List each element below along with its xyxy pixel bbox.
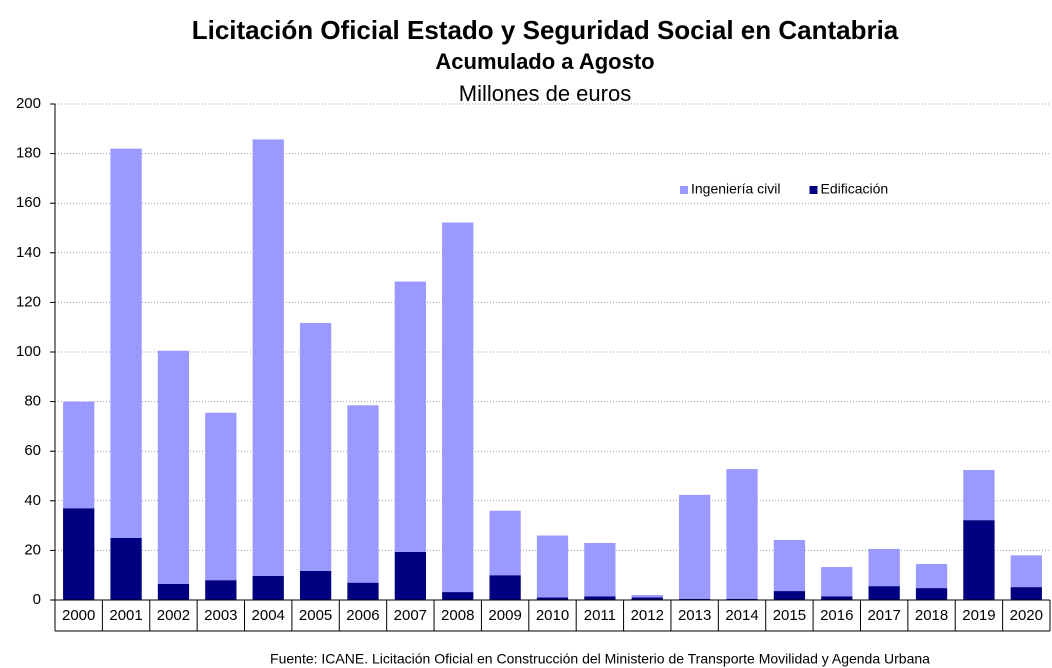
x-tick-label: 2013: [678, 607, 711, 624]
x-tick-label: 2014: [725, 607, 758, 624]
x-tick-label: 2006: [346, 607, 379, 624]
y-tick-label: 80: [24, 393, 41, 410]
bar-segment: [394, 281, 426, 552]
bar-segment: [157, 583, 190, 600]
bar-segment: [1010, 555, 1042, 588]
bar-segment: [157, 350, 190, 584]
bar-segment: [299, 322, 332, 571]
bar-segment: [963, 520, 995, 600]
bar-segment: [489, 510, 521, 576]
bar-segment: [347, 582, 379, 600]
x-tick-label: 2001: [109, 607, 142, 624]
y-axis-label: Millones de euros: [459, 81, 631, 106]
bar-segment: [536, 535, 569, 598]
x-tick-label: 2009: [488, 607, 521, 624]
legend-label: Edificación: [821, 181, 889, 197]
y-tick-label: 0: [33, 591, 41, 608]
x-tick-label: 2008: [441, 607, 474, 624]
y-tick-label: 200: [16, 95, 41, 112]
y-tick-label: 60: [24, 442, 41, 459]
y-tick-label: 140: [16, 244, 41, 261]
x-tick-label: 2002: [157, 607, 190, 624]
bar-segment: [679, 494, 711, 600]
bar-segment: [442, 222, 474, 593]
x-tick-label: 2004: [252, 607, 285, 624]
x-tick-label: 2011: [584, 607, 616, 624]
x-tick-label: 2007: [394, 607, 427, 624]
bar-segment: [584, 542, 616, 597]
x-tick-label: 2016: [820, 607, 853, 624]
y-tick-label: 120: [16, 293, 41, 310]
y-tick-label: 160: [16, 194, 41, 211]
bar-segment: [442, 592, 474, 600]
bar-segment: [773, 539, 806, 592]
bar-segment: [631, 595, 663, 598]
bar-segment: [868, 586, 900, 600]
bar-segment: [110, 148, 142, 538]
legend-swatch: [809, 186, 818, 194]
bar-segment: [205, 580, 237, 600]
bar-segment: [726, 469, 758, 600]
x-tick-label: 2017: [867, 607, 900, 624]
bar-segment: [584, 596, 616, 600]
y-tick-label: 180: [16, 145, 41, 162]
legend-label: Ingeniería civil: [691, 181, 781, 197]
chart-subtitle: Acumulado a Agosto: [435, 49, 654, 74]
bar-segment: [63, 401, 95, 509]
bar-segment: [1010, 587, 1042, 600]
x-tick-label: 2000: [62, 607, 95, 624]
bar-segment: [915, 588, 948, 600]
bar-segment: [63, 508, 95, 600]
x-tick-label: 2005: [299, 607, 332, 624]
x-tick-label: 2015: [773, 607, 806, 624]
bar-segment: [205, 412, 237, 581]
x-tick-label: 2020: [1010, 607, 1043, 624]
x-tick-label: 2010: [536, 607, 569, 624]
bar-segment: [868, 548, 900, 587]
bar-segment: [963, 470, 995, 521]
bar-segment: [536, 597, 569, 600]
bar-segment: [252, 139, 284, 576]
bar-segment: [110, 538, 142, 600]
bar-segment: [915, 564, 948, 589]
bar-segment: [252, 575, 284, 600]
y-tick-label: 40: [24, 492, 41, 509]
bar-segment: [489, 575, 521, 600]
chart-title: Licitación Oficial Estado y Seguridad So…: [192, 15, 899, 45]
legend-swatch: [680, 186, 688, 194]
y-tick-label: 20: [24, 541, 41, 558]
x-tick-label: 2018: [915, 607, 948, 624]
bar-segment: [299, 570, 332, 600]
source: Fuente: ICANE. Licitación Oficial en Con…: [270, 651, 930, 667]
bar-segment: [821, 567, 853, 597]
bar-segment: [394, 551, 426, 600]
bar-segment: [773, 591, 806, 600]
bar-segment: [631, 597, 663, 600]
bar-segment: [821, 596, 853, 600]
x-tick-label: 2003: [204, 607, 237, 624]
bar-segment: [347, 405, 379, 583]
x-tick-label: 2019: [962, 607, 995, 624]
x-tick-label: 2012: [631, 607, 664, 624]
y-tick-label: 100: [16, 343, 41, 360]
